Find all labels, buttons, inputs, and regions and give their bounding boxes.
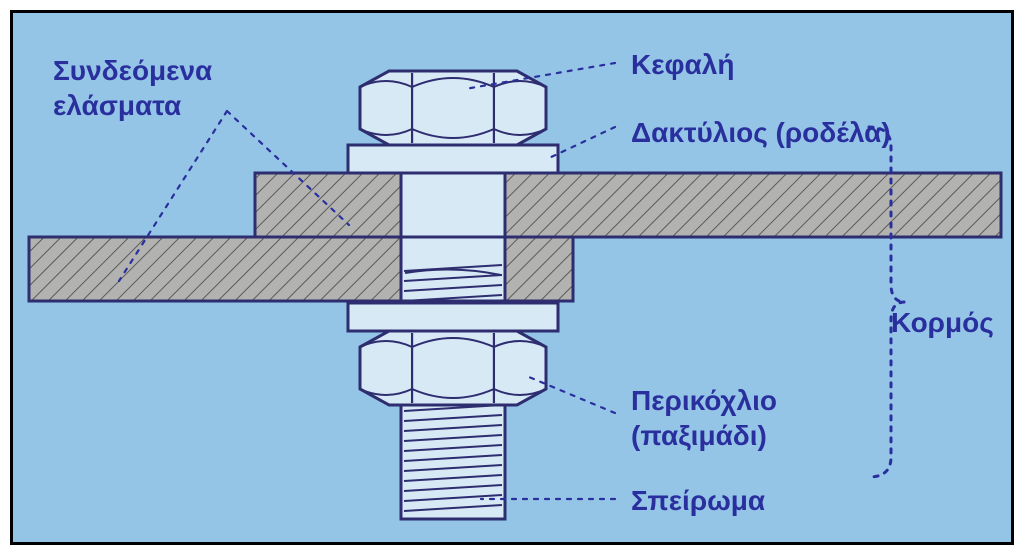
outer-card: Συνδεόμενα ελάσματα Κεφαλή Δακτύλιος (ρο… — [0, 0, 1024, 555]
label-head: Κεφαλή — [631, 47, 734, 82]
label-washer: Δακτύλιος (ροδέλα) — [631, 115, 891, 150]
label-shank: Κορμός — [891, 305, 994, 340]
label-plates: Συνδεόμενα ελάσματα — [53, 53, 212, 123]
label-nut: Περικόχλιο (παξιμάδι) — [631, 383, 777, 453]
label-thread: Σπείρωμα — [631, 483, 765, 518]
diagram-frame: Συνδεόμενα ελάσματα Κεφαλή Δακτύλιος (ρο… — [10, 10, 1014, 545]
